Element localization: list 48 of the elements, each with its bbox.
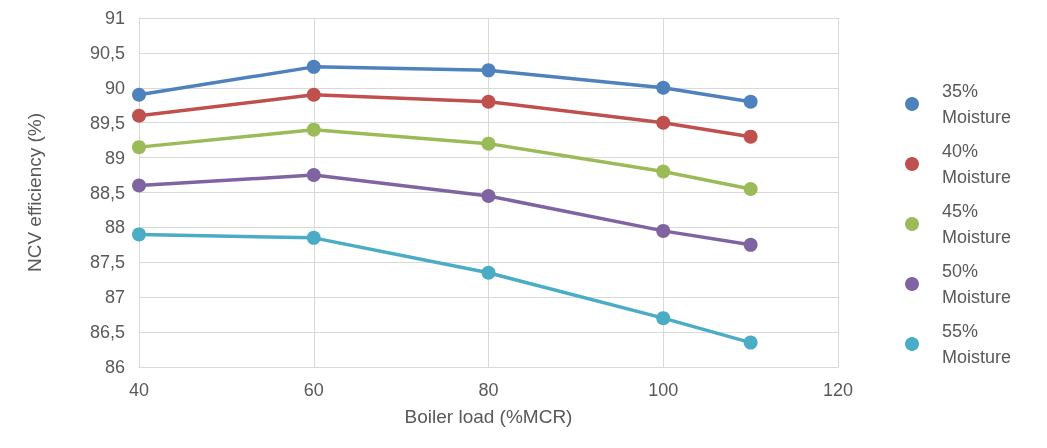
- point: [132, 178, 146, 193]
- x-tick-label: 80: [478, 380, 499, 400]
- point: [656, 80, 671, 95]
- y-tick-label: 89: [104, 147, 125, 168]
- legend-label: 55% Moisture: [942, 321, 1012, 367]
- y-tick-label: 86: [104, 357, 125, 377]
- point: [656, 164, 671, 179]
- point: [132, 108, 146, 123]
- y-tick-label: 88,5: [89, 182, 125, 203]
- point: [306, 59, 321, 74]
- legend-label: 35% Moisture: [942, 81, 1012, 127]
- y-tick-label: 88: [104, 217, 125, 238]
- y-tick-label: 90: [104, 77, 125, 98]
- point: [481, 136, 496, 151]
- y-tick-label: 89,5: [89, 112, 125, 133]
- point: [481, 63, 496, 78]
- legend-label: 45% Moisture: [942, 201, 1012, 247]
- x-axis-title: Boiler load (%MCR): [404, 406, 573, 427]
- x-tick-label: 60: [303, 380, 324, 400]
- point: [656, 311, 671, 326]
- point: [306, 168, 321, 183]
- point: [481, 94, 496, 109]
- point: [132, 87, 146, 102]
- point: [743, 182, 758, 197]
- point: [656, 115, 671, 130]
- point: [743, 237, 758, 252]
- point: [481, 188, 496, 203]
- y-tick-label: 87,5: [89, 252, 125, 273]
- point: [481, 265, 496, 280]
- point: [132, 140, 146, 155]
- x-tick-label: 100: [648, 380, 679, 400]
- x-tick-label: 120: [822, 380, 854, 400]
- point: [132, 227, 146, 242]
- y-tick-label: 87: [104, 287, 125, 308]
- point: [743, 94, 758, 109]
- legend-label: 50% Moisture: [942, 261, 1012, 307]
- y-tick-label: 91: [104, 8, 125, 28]
- point: [306, 87, 321, 102]
- y-tick-label: 90,5: [89, 42, 125, 63]
- y-axis-title: NCV efficiency (%): [24, 112, 45, 273]
- point: [743, 335, 758, 350]
- point: [656, 223, 671, 238]
- point: [743, 129, 758, 144]
- x-tick-label: 40: [128, 380, 150, 400]
- y-tick-label: 86,5: [89, 322, 125, 343]
- point: [306, 122, 321, 137]
- legend-label: 40% Moisture: [942, 141, 1012, 187]
- point: [306, 230, 321, 245]
